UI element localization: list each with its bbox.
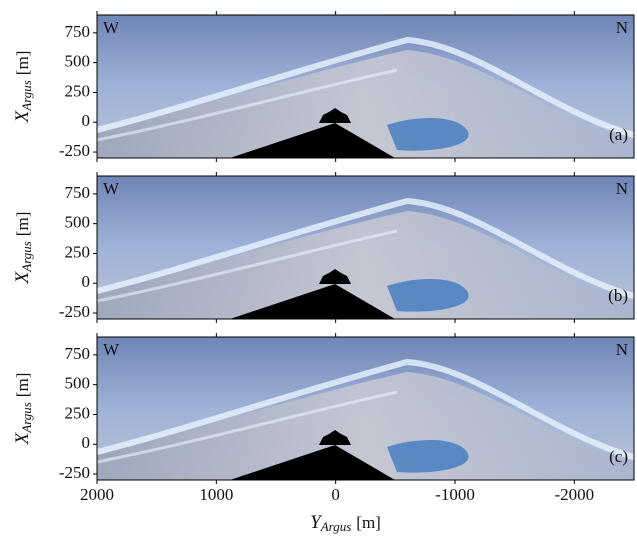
- y-tick-label: 750: [65, 183, 91, 202]
- y-tick-label: 0: [82, 433, 91, 452]
- panel-label: (a): [609, 125, 628, 144]
- corner-right: N: [616, 179, 628, 198]
- y-label-subscript: Argus: [19, 241, 34, 273]
- x-label-unit: [m]: [356, 513, 381, 532]
- figure: -2500250500750WN(a)XArgus[m]-25002505007…: [0, 0, 637, 542]
- y-label-unit: [m]: [13, 373, 32, 398]
- panel-image: [97, 15, 634, 158]
- corner-left: W: [103, 18, 120, 37]
- y-axis-label: XArgus[m]: [12, 212, 34, 285]
- panel-image: [97, 176, 634, 319]
- panel-label: (c): [609, 447, 628, 466]
- y-label-unit: [m]: [13, 212, 32, 237]
- x-tick-label: -1000: [435, 485, 475, 504]
- y-tick-label: 0: [82, 111, 91, 130]
- panel-image: [97, 337, 634, 480]
- y-tick-label: 750: [65, 344, 91, 363]
- x-label-subscript: Argus: [320, 519, 352, 534]
- y-tick-label: 0: [82, 272, 91, 291]
- y-tick-label: 250: [65, 403, 91, 422]
- y-tick-label: -250: [59, 302, 90, 321]
- x-tick-label: 2000: [80, 485, 114, 504]
- y-tick-label: 250: [65, 81, 91, 100]
- corner-right: N: [616, 18, 628, 37]
- panel-label: (b): [608, 286, 628, 305]
- y-label-subscript: Argus: [19, 402, 34, 434]
- y-tick-label: -250: [59, 141, 90, 160]
- corner-left: W: [103, 340, 120, 359]
- y-tick-label: 250: [65, 242, 91, 261]
- x-tick-label: 0: [331, 485, 340, 504]
- y-tick-label: -250: [59, 463, 90, 482]
- x-tick-label: 1000: [199, 485, 233, 504]
- x-tick-label: -2000: [554, 485, 594, 504]
- y-label-subscript: Argus: [19, 80, 34, 112]
- y-axis-label: XArgus[m]: [12, 51, 34, 124]
- x-axis-label: YArgus[m]: [310, 512, 381, 534]
- corner-right: N: [616, 340, 628, 359]
- y-label-unit: [m]: [13, 51, 32, 76]
- corner-left: W: [103, 179, 120, 198]
- y-axis-label: XArgus[m]: [12, 373, 34, 446]
- y-tick-label: 500: [65, 374, 91, 393]
- y-tick-label: 500: [65, 52, 91, 71]
- y-tick-label: 750: [65, 22, 91, 41]
- y-tick-label: 500: [65, 213, 91, 232]
